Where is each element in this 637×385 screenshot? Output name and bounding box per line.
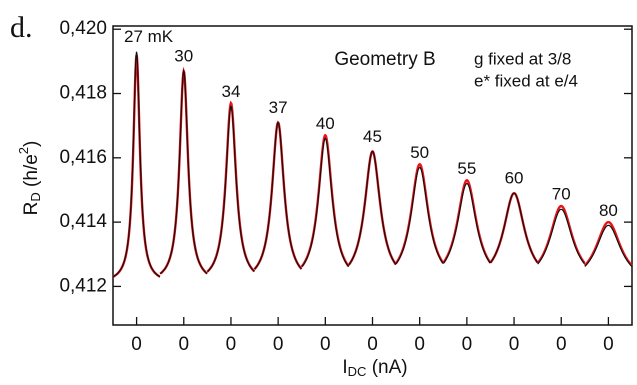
x-label-part: (nA) [366, 357, 407, 378]
x-tick-label: 0 [131, 334, 142, 355]
annotation: g fixed at 3/8 [474, 49, 571, 68]
y-tick-label: 0,418 [59, 83, 107, 104]
annotation: Geometry B [334, 49, 435, 70]
peak-label: 30 [174, 46, 193, 65]
y-label-part: D [28, 192, 43, 201]
y-tick-label: 0,414 [59, 211, 107, 232]
x-axis-label: IDC (nA) [342, 357, 407, 379]
fit-peak [442, 182, 491, 264]
x-tick-label: 0 [226, 334, 237, 355]
y-axis-label: RD (h/e2) [16, 141, 43, 216]
peak-label: 40 [316, 114, 335, 133]
x-tick-label: 0 [178, 334, 189, 355]
panel-label: d. [10, 11, 33, 44]
peak-label: 55 [457, 159, 476, 178]
peak-label: 70 [552, 185, 571, 204]
peak-label: 37 [269, 98, 288, 117]
fit-peak [490, 192, 538, 264]
y-tick-label: 0,412 [59, 275, 107, 296]
annotation: e* fixed at e/4 [474, 71, 578, 90]
peak-label: 80 [599, 201, 618, 220]
y-label-part: ) [21, 141, 42, 147]
data-peak [300, 133, 350, 268]
fit-peak [537, 208, 586, 265]
peak-label: 27 mK [124, 27, 174, 46]
x-label-part: I [342, 357, 347, 378]
fit-peak [301, 137, 350, 268]
data-peak [206, 100, 256, 273]
x-tick-label: 0 [509, 334, 520, 355]
fit-peak [395, 166, 444, 265]
data-peak [583, 220, 633, 267]
peak-label: 50 [410, 143, 429, 162]
peak-label: 34 [221, 82, 240, 101]
fit-peak [206, 105, 255, 273]
x-tick-label: 0 [603, 334, 614, 355]
fit-peak [112, 51, 161, 278]
data-peak [159, 66, 208, 275]
data-peak [253, 120, 303, 270]
y-label-part: (h/e [21, 154, 42, 192]
x-tick-label: 0 [462, 334, 473, 355]
peak-label: 45 [363, 127, 382, 146]
x-tick-label: 0 [414, 334, 425, 355]
fit-peak [159, 68, 208, 275]
data-peak [536, 204, 586, 265]
y-tick-label: 0,420 [59, 18, 107, 39]
x-tick-label: 0 [367, 334, 378, 355]
fit-peak [348, 150, 397, 266]
y-label-part: 2 [16, 147, 31, 154]
data-peak [112, 54, 161, 278]
y-tick-label: 0,416 [59, 147, 107, 168]
x-tick-label: 0 [556, 334, 567, 355]
fit-peak [254, 121, 302, 270]
x-tick-label: 0 [273, 334, 284, 355]
fit-peak [584, 224, 633, 267]
y-label-part: R [21, 202, 42, 216]
x-label-part: DC [348, 364, 367, 379]
data-peak [489, 191, 539, 264]
x-tick-label: 0 [320, 334, 331, 355]
data-peak [347, 149, 397, 266]
peak-label: 60 [505, 169, 524, 188]
